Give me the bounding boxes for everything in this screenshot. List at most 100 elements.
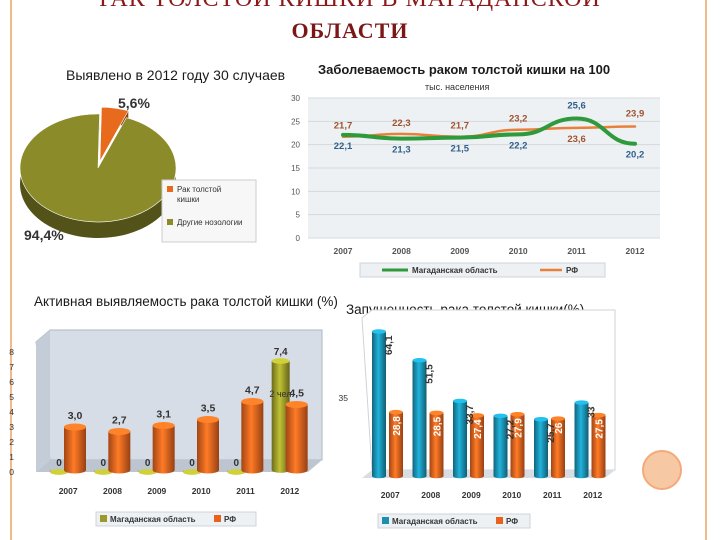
bar1-legend-label: Магаданская область — [110, 515, 196, 524]
bar1-bar-top — [241, 397, 264, 406]
line-chart-title: Заболеваемость раком толстой кишки на 10… — [318, 60, 610, 79]
line-data-label: 23,6 — [567, 134, 586, 145]
bar2-bar-top — [429, 410, 444, 416]
bar2-bar-top — [510, 411, 525, 417]
slide-title-line2: ОБЛАСТИ — [291, 18, 409, 43]
bar2-x-tick-label: 2008 — [421, 490, 440, 500]
bar2-data-label: 27,9 — [514, 418, 525, 438]
bar2-data-label: 27,2 — [506, 419, 517, 439]
bar1-bar — [64, 427, 86, 474]
bar2-legend-swatch — [382, 517, 389, 524]
line-x-tick-label: 2012 — [626, 246, 645, 256]
pie-chart-title: Выявлено в 2012 году 30 случаев — [66, 67, 286, 83]
bar1-data-label: 7,4 — [274, 347, 288, 358]
bar1-bar-top — [197, 415, 219, 424]
bar1-data-label: 3,5 — [201, 403, 216, 415]
line-data-label: 22,3 — [392, 118, 411, 129]
bar2-bar — [412, 360, 427, 479]
line-data-label: 22,2 — [509, 140, 528, 151]
bar1-y-tick-label: 2 — [9, 437, 14, 447]
bar1-data-label: 0 — [189, 458, 195, 469]
bar1-bar-top — [271, 358, 290, 364]
bar-chart-1-title: Активная выявляемость рака толстой кишки… — [34, 294, 338, 309]
bar1-bar-top — [285, 400, 308, 409]
bar1-data-label: 2,7 — [112, 415, 127, 427]
bar1-bar-top — [94, 469, 113, 475]
pie-legend-label: Другие нозологии — [177, 218, 243, 227]
bar2-legend-label: Магаданская область — [392, 517, 478, 526]
pie-legend-swatch — [167, 186, 173, 192]
line-data-label: 23,2 — [509, 114, 528, 125]
bar1-y-tick-label: 0 — [9, 467, 14, 477]
line-y-tick-label: 10 — [291, 187, 300, 196]
bar1-bar-top — [183, 469, 201, 475]
bar2-bar-top — [574, 400, 589, 405]
bar2-legend-label: РФ — [506, 517, 518, 526]
bar2-bar — [591, 415, 606, 479]
bar2-x-tick-label: 2011 — [543, 490, 562, 500]
bar1-bar — [152, 425, 175, 474]
bar1-y-tick-label: 6 — [9, 377, 14, 387]
line-y-tick-label: 15 — [291, 164, 300, 173]
bar1-bar — [108, 431, 131, 474]
bar1-bar — [241, 401, 264, 474]
pie-legend-label-line: Рак толстой — [177, 185, 221, 194]
line-y-tick-label: 25 — [291, 117, 300, 126]
bar2-bar-top — [412, 358, 427, 363]
bar1-x-tick-label: 2011 — [236, 486, 255, 496]
bar2-bar-top — [470, 413, 484, 418]
bar1-data-label: 4,7 — [245, 385, 260, 397]
bar1-bar-top — [152, 421, 175, 430]
bar2-data-label: 25,7 — [546, 423, 557, 443]
bar2-bar — [574, 402, 589, 479]
bar1-data-label: 4,5 — [289, 388, 304, 400]
bar2-data-label: 51,5 — [425, 364, 436, 384]
bar2-bar — [510, 414, 525, 479]
bar2-legend-swatch — [496, 517, 503, 524]
bar2-bar-top — [372, 329, 386, 334]
pie-legend-label: Рак толстой кишки — [177, 185, 221, 204]
bar2-legend-box — [377, 513, 531, 529]
bar1-y-tick-label: 3 — [9, 422, 14, 432]
bar2-bar-top — [453, 398, 467, 404]
bar1-data-label: 0 — [101, 458, 107, 469]
bar2-bar-top — [591, 412, 606, 418]
bar2-x-tick-label: 2010 — [502, 490, 521, 500]
bar2-x-tick-label: 2009 — [462, 490, 481, 500]
line-data-label: 23,9 — [626, 108, 645, 119]
bar1-x-tick-label: 2012 — [280, 486, 299, 496]
line-x-tick-label: 2007 — [334, 246, 353, 256]
bar1-x-tick-label: 2007 — [59, 486, 78, 496]
line-y-tick-label: 30 — [291, 94, 300, 103]
pie-value-label: 94,4% — [24, 227, 64, 243]
bar1-bar-top — [138, 469, 157, 475]
line-x-tick-label: 2008 — [392, 246, 411, 256]
bar2-bar — [453, 400, 467, 479]
bar1-data-label: 0 — [234, 458, 240, 469]
bar1-x-tick-label: 2009 — [147, 486, 166, 496]
bar1-y-tick-label: 5 — [9, 392, 14, 402]
bar1-bar-top — [50, 469, 68, 475]
bar2-data-label: 33 — [587, 406, 598, 418]
bar1-x-tick-label: 2010 — [192, 486, 211, 496]
line-data-label: 21,5 — [451, 144, 470, 155]
slide-frame-right — [705, 0, 707, 540]
bar2-bar — [470, 415, 484, 479]
bar2-bar — [389, 412, 403, 479]
pie-slice — [99, 106, 129, 162]
bar2-data-label: 28,8 — [392, 416, 403, 436]
bar2-data-label: 27,5 — [595, 419, 606, 439]
bar1-legend-label: РФ — [224, 515, 236, 524]
bar1-bar-top — [227, 469, 246, 475]
bar1-data-label: 0 — [56, 458, 62, 469]
pie-legend-swatch — [167, 219, 173, 225]
line-x-tick-label: 2011 — [567, 246, 586, 256]
line-chart-subtitle: тыс. населения — [425, 82, 490, 92]
pie-value-label: 5,6% — [118, 95, 150, 111]
line-legend-label: Магаданская область — [412, 266, 498, 275]
bar2-x-tick-label: 2012 — [583, 490, 602, 500]
bar2-data-label: 28,5 — [433, 416, 444, 436]
